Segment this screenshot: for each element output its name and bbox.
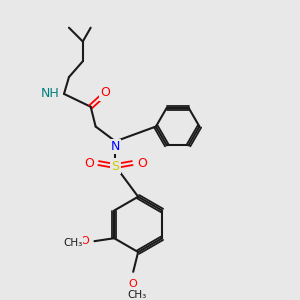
Text: O: O (137, 157, 147, 169)
Text: NH: NH (40, 87, 59, 101)
Text: S: S (111, 160, 119, 172)
Text: CH₃: CH₃ (63, 238, 82, 248)
Text: O: O (100, 86, 110, 99)
Text: O: O (80, 236, 89, 246)
Text: O: O (84, 157, 94, 169)
Text: N: N (111, 140, 120, 153)
Text: CH₃: CH₃ (128, 290, 147, 300)
Text: O: O (129, 279, 138, 289)
